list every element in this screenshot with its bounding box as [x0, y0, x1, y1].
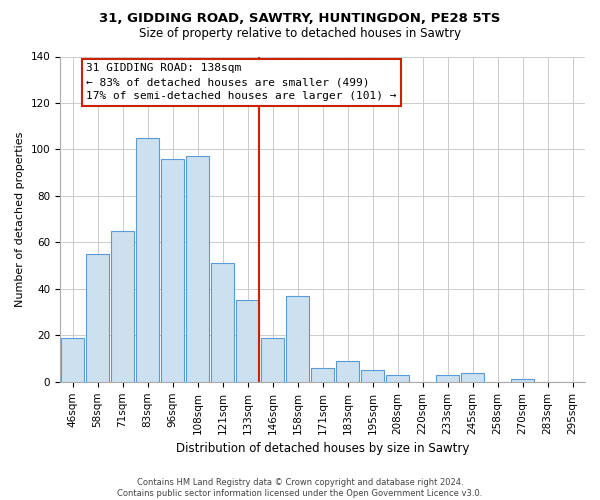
Bar: [236, 300, 259, 382]
Bar: [311, 368, 334, 382]
Bar: [186, 156, 209, 382]
Text: Contains HM Land Registry data © Crown copyright and database right 2024.
Contai: Contains HM Land Registry data © Crown c…: [118, 478, 482, 498]
Bar: [211, 264, 234, 382]
Bar: [386, 375, 409, 382]
Bar: [361, 370, 384, 382]
Text: Size of property relative to detached houses in Sawtry: Size of property relative to detached ho…: [139, 28, 461, 40]
Bar: [261, 338, 284, 382]
Bar: [111, 231, 134, 382]
Bar: [86, 254, 109, 382]
X-axis label: Distribution of detached houses by size in Sawtry: Distribution of detached houses by size …: [176, 442, 469, 455]
Text: 31, GIDDING ROAD, SAWTRY, HUNTINGDON, PE28 5TS: 31, GIDDING ROAD, SAWTRY, HUNTINGDON, PE…: [100, 12, 500, 26]
Y-axis label: Number of detached properties: Number of detached properties: [15, 132, 25, 307]
Bar: [286, 296, 309, 382]
Bar: [436, 375, 459, 382]
Bar: [61, 338, 84, 382]
Bar: [161, 158, 184, 382]
Bar: [136, 138, 159, 382]
Text: 31 GIDDING ROAD: 138sqm
← 83% of detached houses are smaller (499)
17% of semi-d: 31 GIDDING ROAD: 138sqm ← 83% of detache…: [86, 64, 397, 102]
Bar: [511, 380, 534, 382]
Bar: [461, 372, 484, 382]
Bar: [336, 361, 359, 382]
